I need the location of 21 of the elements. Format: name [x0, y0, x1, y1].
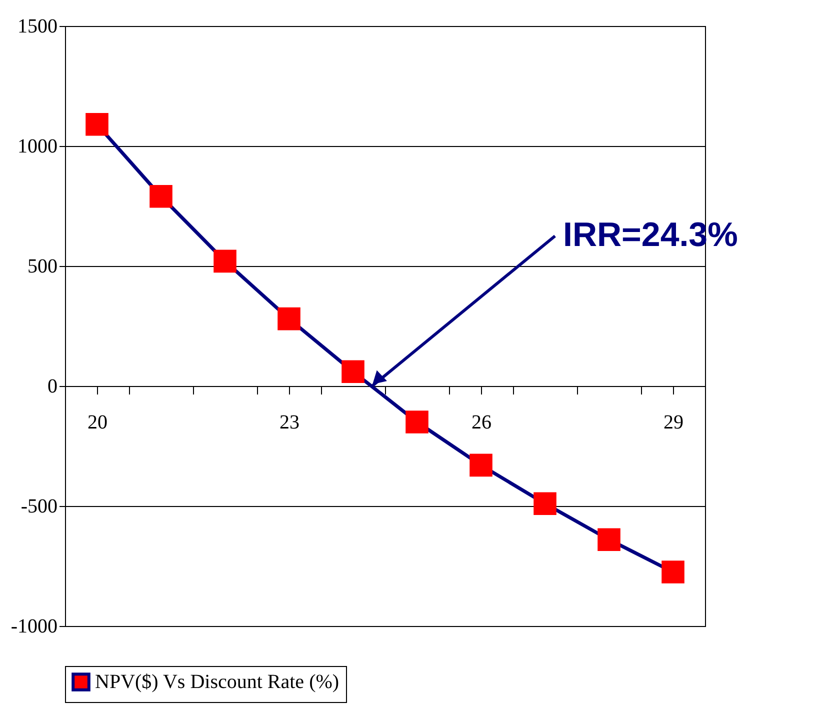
- point: [278, 307, 300, 330]
- point: [406, 410, 428, 434]
- y-tick-label: -1000: [10, 616, 58, 638]
- x-tick-label: 29: [664, 412, 684, 434]
- y-tick-label: 0: [48, 376, 58, 398]
- x-tick-label: 20: [88, 412, 108, 434]
- legend-label: NPV($) Vs Discount Rate (%): [95, 671, 340, 693]
- y-tick-label: 1500: [18, 16, 58, 38]
- point: [470, 454, 492, 477]
- point: [342, 360, 364, 383]
- point: [534, 492, 556, 515]
- x-tick-label: 26: [472, 412, 492, 434]
- y-tick-label: 500: [28, 256, 58, 278]
- point: [662, 560, 684, 584]
- point: [150, 185, 172, 208]
- x-tick-label: 23: [280, 412, 300, 434]
- y-tick-label: -500: [20, 496, 58, 518]
- y-tick-label: 1000: [18, 136, 58, 158]
- point: [598, 528, 620, 551]
- point: [214, 250, 236, 273]
- point: [86, 113, 108, 136]
